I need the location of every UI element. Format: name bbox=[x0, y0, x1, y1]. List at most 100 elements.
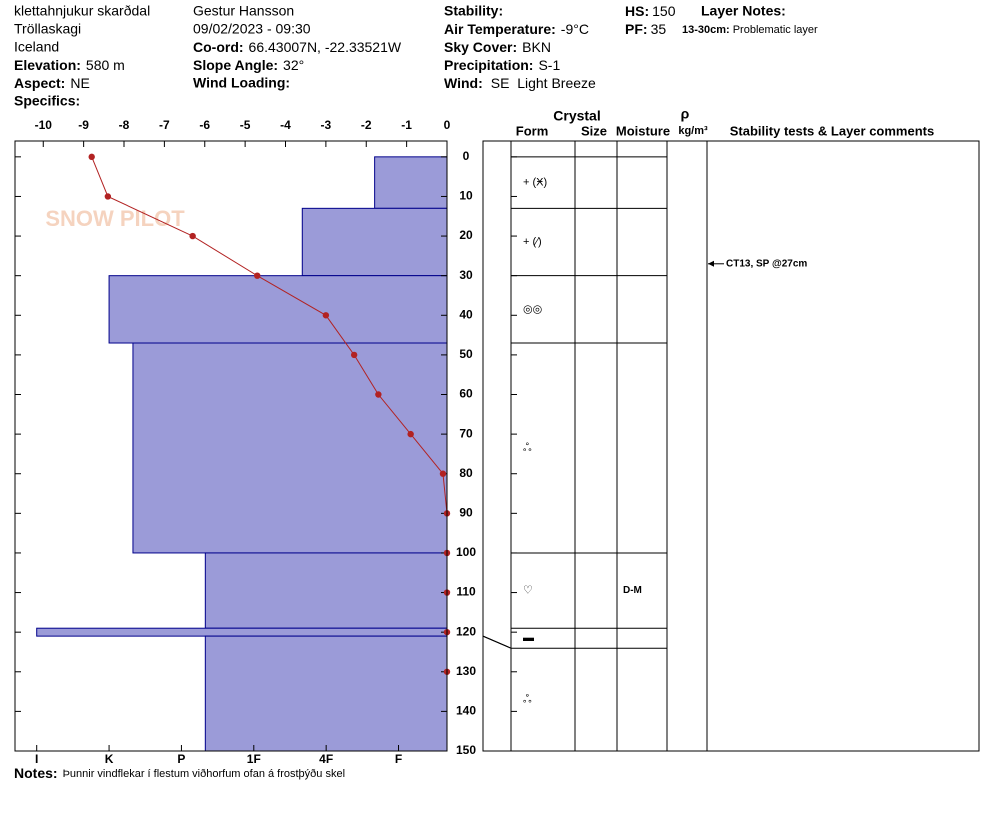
label: Co-ord: bbox=[193, 39, 244, 55]
hardness-label: P bbox=[177, 752, 185, 766]
temperature-point bbox=[350, 351, 358, 359]
depth-label: 20 bbox=[459, 228, 473, 242]
col-header: Form bbox=[516, 123, 549, 138]
hardness-bar bbox=[374, 156, 448, 209]
depth-label: 110 bbox=[456, 585, 476, 599]
label: Sky Cover: bbox=[444, 39, 517, 55]
label: Precipitation: bbox=[444, 57, 533, 73]
temp-label: -9 bbox=[78, 118, 89, 132]
slope: Slope Angle: 32° bbox=[193, 57, 304, 73]
depth-label: 30 bbox=[459, 268, 473, 282]
layer-notes: Layer Notes: bbox=[701, 3, 786, 19]
grain-form: ஃ bbox=[523, 694, 532, 706]
aspect: Aspect: NE bbox=[14, 75, 90, 91]
value: Þunnir vindflekar í flestum viðhorfum of… bbox=[63, 768, 345, 780]
col-header: Stability tests & Layer comments bbox=[730, 123, 934, 138]
label: HS: bbox=[625, 3, 649, 19]
label: PF: bbox=[625, 21, 648, 37]
depth-label: 120 bbox=[456, 624, 476, 638]
layer-frame bbox=[482, 140, 980, 752]
depth-label: 60 bbox=[459, 387, 473, 401]
col-header: ρ bbox=[681, 106, 690, 122]
grain-form: ▬ bbox=[523, 632, 534, 644]
temp-label: -10 bbox=[35, 118, 53, 132]
hardness-label: I bbox=[35, 752, 38, 766]
temp-label: -5 bbox=[240, 118, 251, 132]
hs: HS: 150 bbox=[625, 3, 676, 19]
hardness-label: F bbox=[395, 752, 402, 766]
datetime: 09/02/2023 - 09:30 bbox=[193, 21, 311, 37]
label: Notes: bbox=[14, 765, 58, 781]
hardness-bar bbox=[204, 552, 448, 629]
grain-form: ◎◎ bbox=[523, 303, 542, 315]
hardness-label: 1F bbox=[247, 752, 261, 766]
col-header: kg/m³ bbox=[678, 125, 708, 137]
country: Iceland bbox=[14, 39, 59, 55]
wind-loading: Wind Loading: bbox=[193, 75, 290, 91]
depth-label: 40 bbox=[459, 307, 473, 321]
value: 35 bbox=[651, 21, 667, 37]
depth-label: 50 bbox=[459, 347, 473, 361]
label: Air Temperature: bbox=[444, 21, 556, 37]
value: Problematic layer bbox=[733, 24, 818, 36]
temperature-point bbox=[254, 272, 261, 279]
temp-label: -7 bbox=[159, 118, 170, 132]
hardness-label: 4F bbox=[319, 752, 333, 766]
notes: Notes: Þunnir vindflekar í flestum viðhor… bbox=[14, 765, 345, 781]
plot: 0102030405060708090100110120130140150-10… bbox=[15, 118, 807, 766]
comment: CT13, SP @27cm bbox=[726, 258, 807, 269]
value: 66.43007N, -22.33521W bbox=[249, 39, 402, 55]
value: -9°C bbox=[561, 21, 589, 37]
hardness-bar bbox=[36, 627, 448, 637]
grain-form: + (⁄) bbox=[523, 236, 542, 248]
depth-label: 100 bbox=[456, 545, 476, 559]
temp-label: -8 bbox=[119, 118, 130, 132]
layer-note: 13-30cm: Problematic layer bbox=[682, 24, 818, 36]
specifics: Specifics: bbox=[14, 93, 80, 109]
temp-label: -2 bbox=[361, 118, 372, 132]
temp-label: -1 bbox=[401, 118, 412, 132]
value: S-1 bbox=[538, 57, 560, 73]
col-header: Moisture bbox=[616, 123, 670, 138]
label: 13-30cm: bbox=[682, 24, 730, 36]
hardness-bar bbox=[132, 342, 448, 554]
value: 580 m bbox=[86, 57, 125, 73]
depth-label: 0 bbox=[463, 149, 470, 163]
col-header: Crystal bbox=[553, 108, 600, 124]
depth-label: 140 bbox=[456, 704, 476, 718]
stability: Stability: bbox=[444, 3, 503, 19]
pf: PF: 35 bbox=[625, 21, 666, 37]
temp-label: -6 bbox=[199, 118, 210, 132]
watermark: SNOW PILOT bbox=[45, 206, 185, 231]
temperature-point bbox=[375, 391, 382, 398]
depth-label: 130 bbox=[456, 664, 476, 678]
label: Slope Angle: bbox=[193, 57, 278, 73]
value: 32° bbox=[283, 57, 304, 73]
temperature-point bbox=[439, 470, 447, 477]
temperature-point bbox=[407, 430, 414, 438]
depth-label: 90 bbox=[459, 506, 473, 520]
profile-frame bbox=[14, 140, 448, 752]
temperature-point bbox=[104, 193, 112, 200]
temp-label: -4 bbox=[280, 118, 291, 132]
label: Aspect: bbox=[14, 75, 65, 91]
depth-label: 80 bbox=[459, 466, 473, 480]
col-header: Size bbox=[581, 123, 607, 138]
temperature-point bbox=[322, 312, 330, 319]
depth-label: 150 bbox=[456, 743, 476, 757]
value: BKN bbox=[522, 39, 551, 55]
elevation: Elevation: 580 m bbox=[14, 57, 125, 73]
sky: Sky Cover: BKN bbox=[444, 39, 551, 55]
coord: Co-ord: 66.43007N, -22.33521W bbox=[193, 39, 402, 55]
grain-form: ஃ bbox=[523, 442, 532, 454]
arrow-head bbox=[708, 260, 714, 267]
hardness-bar bbox=[204, 635, 448, 752]
temperature-point bbox=[88, 153, 95, 161]
hardness-bar bbox=[108, 275, 448, 344]
label: Elevation: bbox=[14, 57, 81, 73]
value: SE Light Breeze bbox=[491, 75, 596, 91]
region: Tröllaskagi bbox=[14, 21, 81, 37]
observer: Gestur Hansson bbox=[193, 3, 294, 19]
temp-label: 0 bbox=[444, 118, 451, 132]
